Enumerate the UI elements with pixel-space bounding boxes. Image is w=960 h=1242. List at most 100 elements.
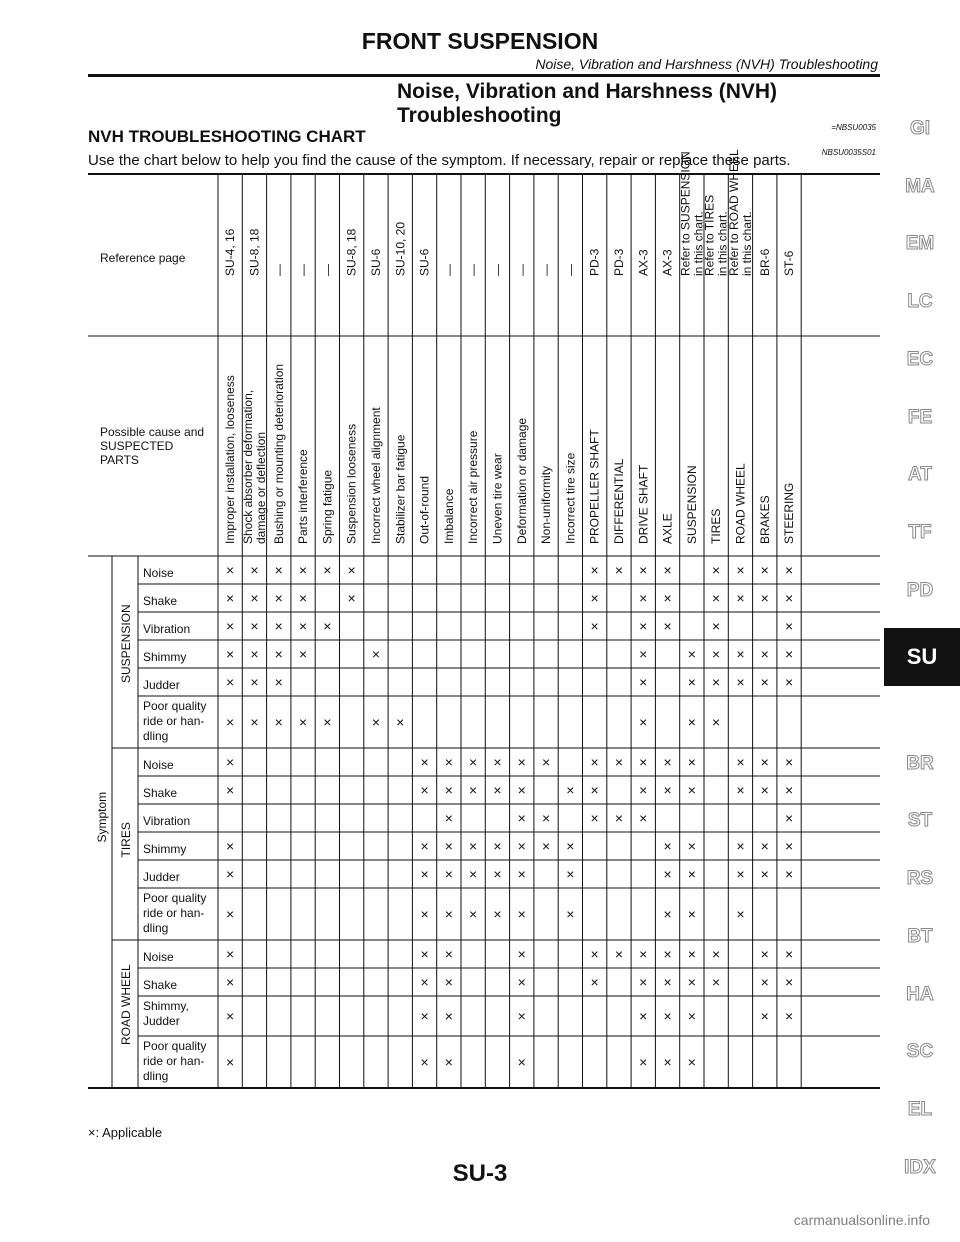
cause-header-cell: Uneven tire wear: [490, 453, 504, 544]
applicable-mark: ×: [469, 782, 477, 798]
side-tab-pd[interactable]: PD: [906, 579, 934, 601]
applicable-mark: ×: [663, 866, 671, 882]
side-tab-su[interactable]: SU: [884, 628, 960, 686]
vertical-text-line: in this chart.: [740, 211, 754, 276]
vertical-text-line: Uneven tire wear: [490, 453, 504, 544]
reference-page-cell: PD-3: [588, 248, 602, 276]
vertical-text-line: Incorrect tire size: [563, 452, 577, 544]
applicable-mark: ×: [761, 754, 769, 770]
reference-page-cell: SU-6: [418, 248, 432, 276]
applicable-mark: ×: [299, 646, 307, 662]
side-tab-lc[interactable]: LC: [907, 291, 933, 313]
applicable-mark: ×: [445, 838, 453, 854]
applicable-mark: ×: [226, 1054, 234, 1070]
group-label-suspension: SUSPENSION: [119, 604, 133, 683]
applicable-mark: ×: [348, 562, 356, 578]
applicable-mark: ×: [226, 782, 234, 798]
applicable-mark: ×: [493, 782, 501, 798]
applicable-mark: ×: [615, 562, 623, 578]
side-tab-ec[interactable]: EC: [906, 348, 934, 370]
applicable-mark: ×: [445, 1054, 453, 1070]
vertical-text-line: Parts interference: [296, 449, 310, 544]
side-tab-rs[interactable]: RS: [906, 868, 934, 890]
applicable-mark: ×: [663, 562, 671, 578]
side-tab-ma[interactable]: MA: [905, 175, 936, 197]
applicable-mark: ×: [275, 590, 283, 606]
symptom-row-label: Shake: [143, 594, 177, 608]
applicable-mark: ×: [712, 674, 720, 690]
cause-header-cell: SUSPENSION: [685, 465, 699, 544]
applicable-mark: ×: [688, 866, 696, 882]
symptom-row-label: Shake: [143, 786, 177, 800]
vertical-text-line: ST-6: [782, 250, 796, 276]
applicable-mark: ×: [445, 974, 453, 990]
applicable-mark: ×: [372, 714, 380, 730]
cause-header-cell: Shock absorber deformation, damage or def…: [241, 390, 268, 544]
applicable-mark: ×: [639, 754, 647, 770]
applicable-mark: ×: [639, 714, 647, 730]
applicable-mark: ×: [712, 562, 720, 578]
header-subtitle: Noise, Vibration and Harshness (NVH) Tro…: [535, 56, 878, 72]
vertical-text-line: Stabilizer bar fatigue: [393, 434, 407, 544]
vertical-text-line: SU-8, 18: [247, 228, 261, 276]
applicable-mark: ×: [420, 974, 428, 990]
applicable-mark: ×: [785, 946, 793, 962]
side-tab-idx[interactable]: IDX: [904, 1156, 937, 1178]
reference-page-cell: —: [515, 264, 529, 276]
applicable-mark: ×: [226, 646, 234, 662]
applicable-mark: ×: [323, 562, 331, 578]
applicable-mark: ×: [736, 562, 744, 578]
applicable-mark: ×: [299, 618, 307, 634]
symptom-row-label: Poor quality: [143, 891, 206, 905]
vertical-text-line: SU-4, 16: [223, 228, 237, 276]
applicable-mark: ×: [688, 646, 696, 662]
chart-title: NVH TROUBLESHOOTING CHART: [88, 127, 366, 146]
applicable-mark: ×: [226, 590, 234, 606]
applicable-mark: ×: [445, 906, 453, 922]
applicable-mark: ×: [275, 674, 283, 690]
applicable-mark: ×: [445, 782, 453, 798]
applicable-mark: ×: [518, 866, 526, 882]
side-tab-at[interactable]: AT: [908, 464, 933, 486]
section-title: Noise, Vibration and Harshness (NVH) Tro…: [397, 80, 777, 128]
applicable-mark: ×: [518, 782, 526, 798]
symptom-row-label: Shimmy,: [143, 999, 189, 1013]
side-tab-sc[interactable]: SC: [906, 1041, 934, 1063]
applicable-mark: ×: [785, 646, 793, 662]
side-tab-br[interactable]: BR: [906, 752, 934, 774]
applicable-mark: ×: [761, 590, 769, 606]
vertical-text-line: Improper installation, looseness: [223, 375, 237, 544]
applicable-mark: ×: [712, 590, 720, 606]
applicable-mark: ×: [688, 754, 696, 770]
side-tab-st[interactable]: ST: [907, 810, 933, 832]
side-tab-ha[interactable]: HA: [906, 983, 934, 1005]
applicable-mark: ×: [518, 754, 526, 770]
group-label-road-wheel: ROAD WHEEL: [119, 964, 133, 1045]
applicable-mark: ×: [761, 562, 769, 578]
applicable-mark: ×: [226, 906, 234, 922]
applicable-mark: ×: [688, 782, 696, 798]
applicable-mark: ×: [420, 1054, 428, 1070]
side-tab-gi[interactable]: GI: [909, 118, 931, 140]
applicable-mark: ×: [615, 810, 623, 826]
applicable-mark: ×: [250, 562, 258, 578]
side-tab-fe[interactable]: FE: [907, 406, 933, 428]
vertical-text-line: Imbalance: [442, 488, 456, 544]
applicable-mark: ×: [275, 562, 283, 578]
side-tab-el[interactable]: EL: [907, 1098, 933, 1120]
applicable-mark: ×: [226, 1008, 234, 1024]
possible-cause-label: Possible cause and: [100, 425, 204, 439]
side-tab-em[interactable]: EM: [905, 233, 935, 255]
applicable-mark: ×: [639, 1008, 647, 1024]
symptom-row-label: dling: [143, 921, 168, 935]
applicable-mark: ×: [493, 866, 501, 882]
symptom-row-label: Vibration: [143, 814, 190, 828]
applicable-mark: ×: [493, 838, 501, 854]
reference-page-cell: Refer to TIRES in this chart.: [703, 195, 730, 276]
vertical-text-line: Out-of-round: [418, 476, 432, 544]
side-tab-bt[interactable]: BT: [907, 925, 933, 947]
reference-page-cell: SU-8, 18: [345, 228, 359, 276]
side-tab-tf[interactable]: TF: [908, 521, 932, 543]
applicable-mark: ×: [785, 810, 793, 826]
applicable-mark: ×: [542, 810, 550, 826]
